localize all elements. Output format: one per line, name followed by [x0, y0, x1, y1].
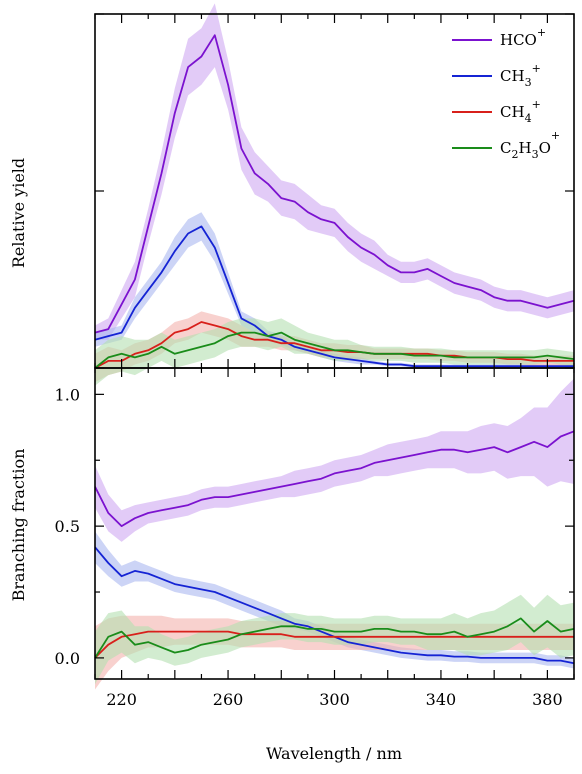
x-tick-label: 260 — [213, 690, 244, 709]
x-tick-label: 340 — [426, 690, 457, 709]
bottom-series-lines — [94, 430, 575, 665]
top-panel: Relative yield HCO+ CH3+ CH4+ C2H3O+ — [9, 3, 575, 386]
legend-label: CH3+ — [500, 62, 541, 89]
bottom-y-axis-label: Branching fraction — [9, 449, 28, 602]
bottom-ticks: 0.0 0.5 1.0 220 260 300 340 380 — [55, 368, 575, 709]
bottom-panel: 0.0 0.5 1.0 220 260 300 340 380 Branching fract… — [9, 367, 575, 763]
bottom-line-hco-ion — [94, 430, 575, 527]
legend-item-ch4-ion: CH4+ — [452, 98, 541, 125]
legend-item-c2h3o-ion: C2H3O+ — [452, 129, 560, 161]
y-tick-label: 0.5 — [55, 517, 80, 536]
top-y-axis-label: Relative yield — [9, 158, 28, 268]
y-tick-label: 0.0 — [55, 649, 80, 668]
x-tick-label: 220 — [106, 690, 137, 709]
x-axis-label: Wavelength / nm — [266, 744, 402, 763]
legend-label: C2H3O+ — [500, 129, 560, 161]
legend-label: CH4+ — [500, 98, 541, 125]
top-band-c2h3o-ion — [95, 318, 574, 386]
legend-item-ch3-ion: CH3+ — [452, 62, 541, 89]
top-band-hco-ion — [95, 3, 574, 340]
legend-label: HCO+ — [500, 26, 546, 49]
top-line-c2h3o-ion — [94, 331, 575, 369]
legend-item-hco-ion: HCO+ — [452, 26, 546, 49]
top-band-ch3-ion — [95, 212, 574, 368]
bottom-line-c2h3o-ion — [94, 617, 575, 659]
legend: HCO+ CH3+ CH4+ C2H3O+ — [452, 26, 560, 161]
bottom-band-c2h3o-ion — [95, 594, 574, 685]
x-tick-label: 380 — [532, 690, 563, 709]
top-line-hco-ion — [94, 34, 575, 334]
bottom-line-ch4-ion — [94, 630, 574, 659]
bottom-band-hco-ion — [95, 378, 574, 542]
y-tick-label: 1.0 — [55, 385, 80, 404]
top-series-lines — [94, 34, 575, 369]
bottom-uncertainty-bands — [95, 378, 574, 690]
top-uncertainty-bands — [95, 3, 574, 386]
x-tick-label: 300 — [319, 690, 350, 709]
